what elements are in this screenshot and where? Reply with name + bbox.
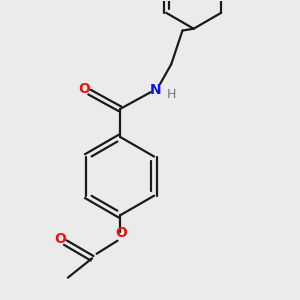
Text: O: O <box>79 82 91 96</box>
Text: N: N <box>150 83 162 97</box>
Text: O: O <box>115 226 127 240</box>
Text: H: H <box>167 88 176 100</box>
Text: O: O <box>55 232 66 246</box>
